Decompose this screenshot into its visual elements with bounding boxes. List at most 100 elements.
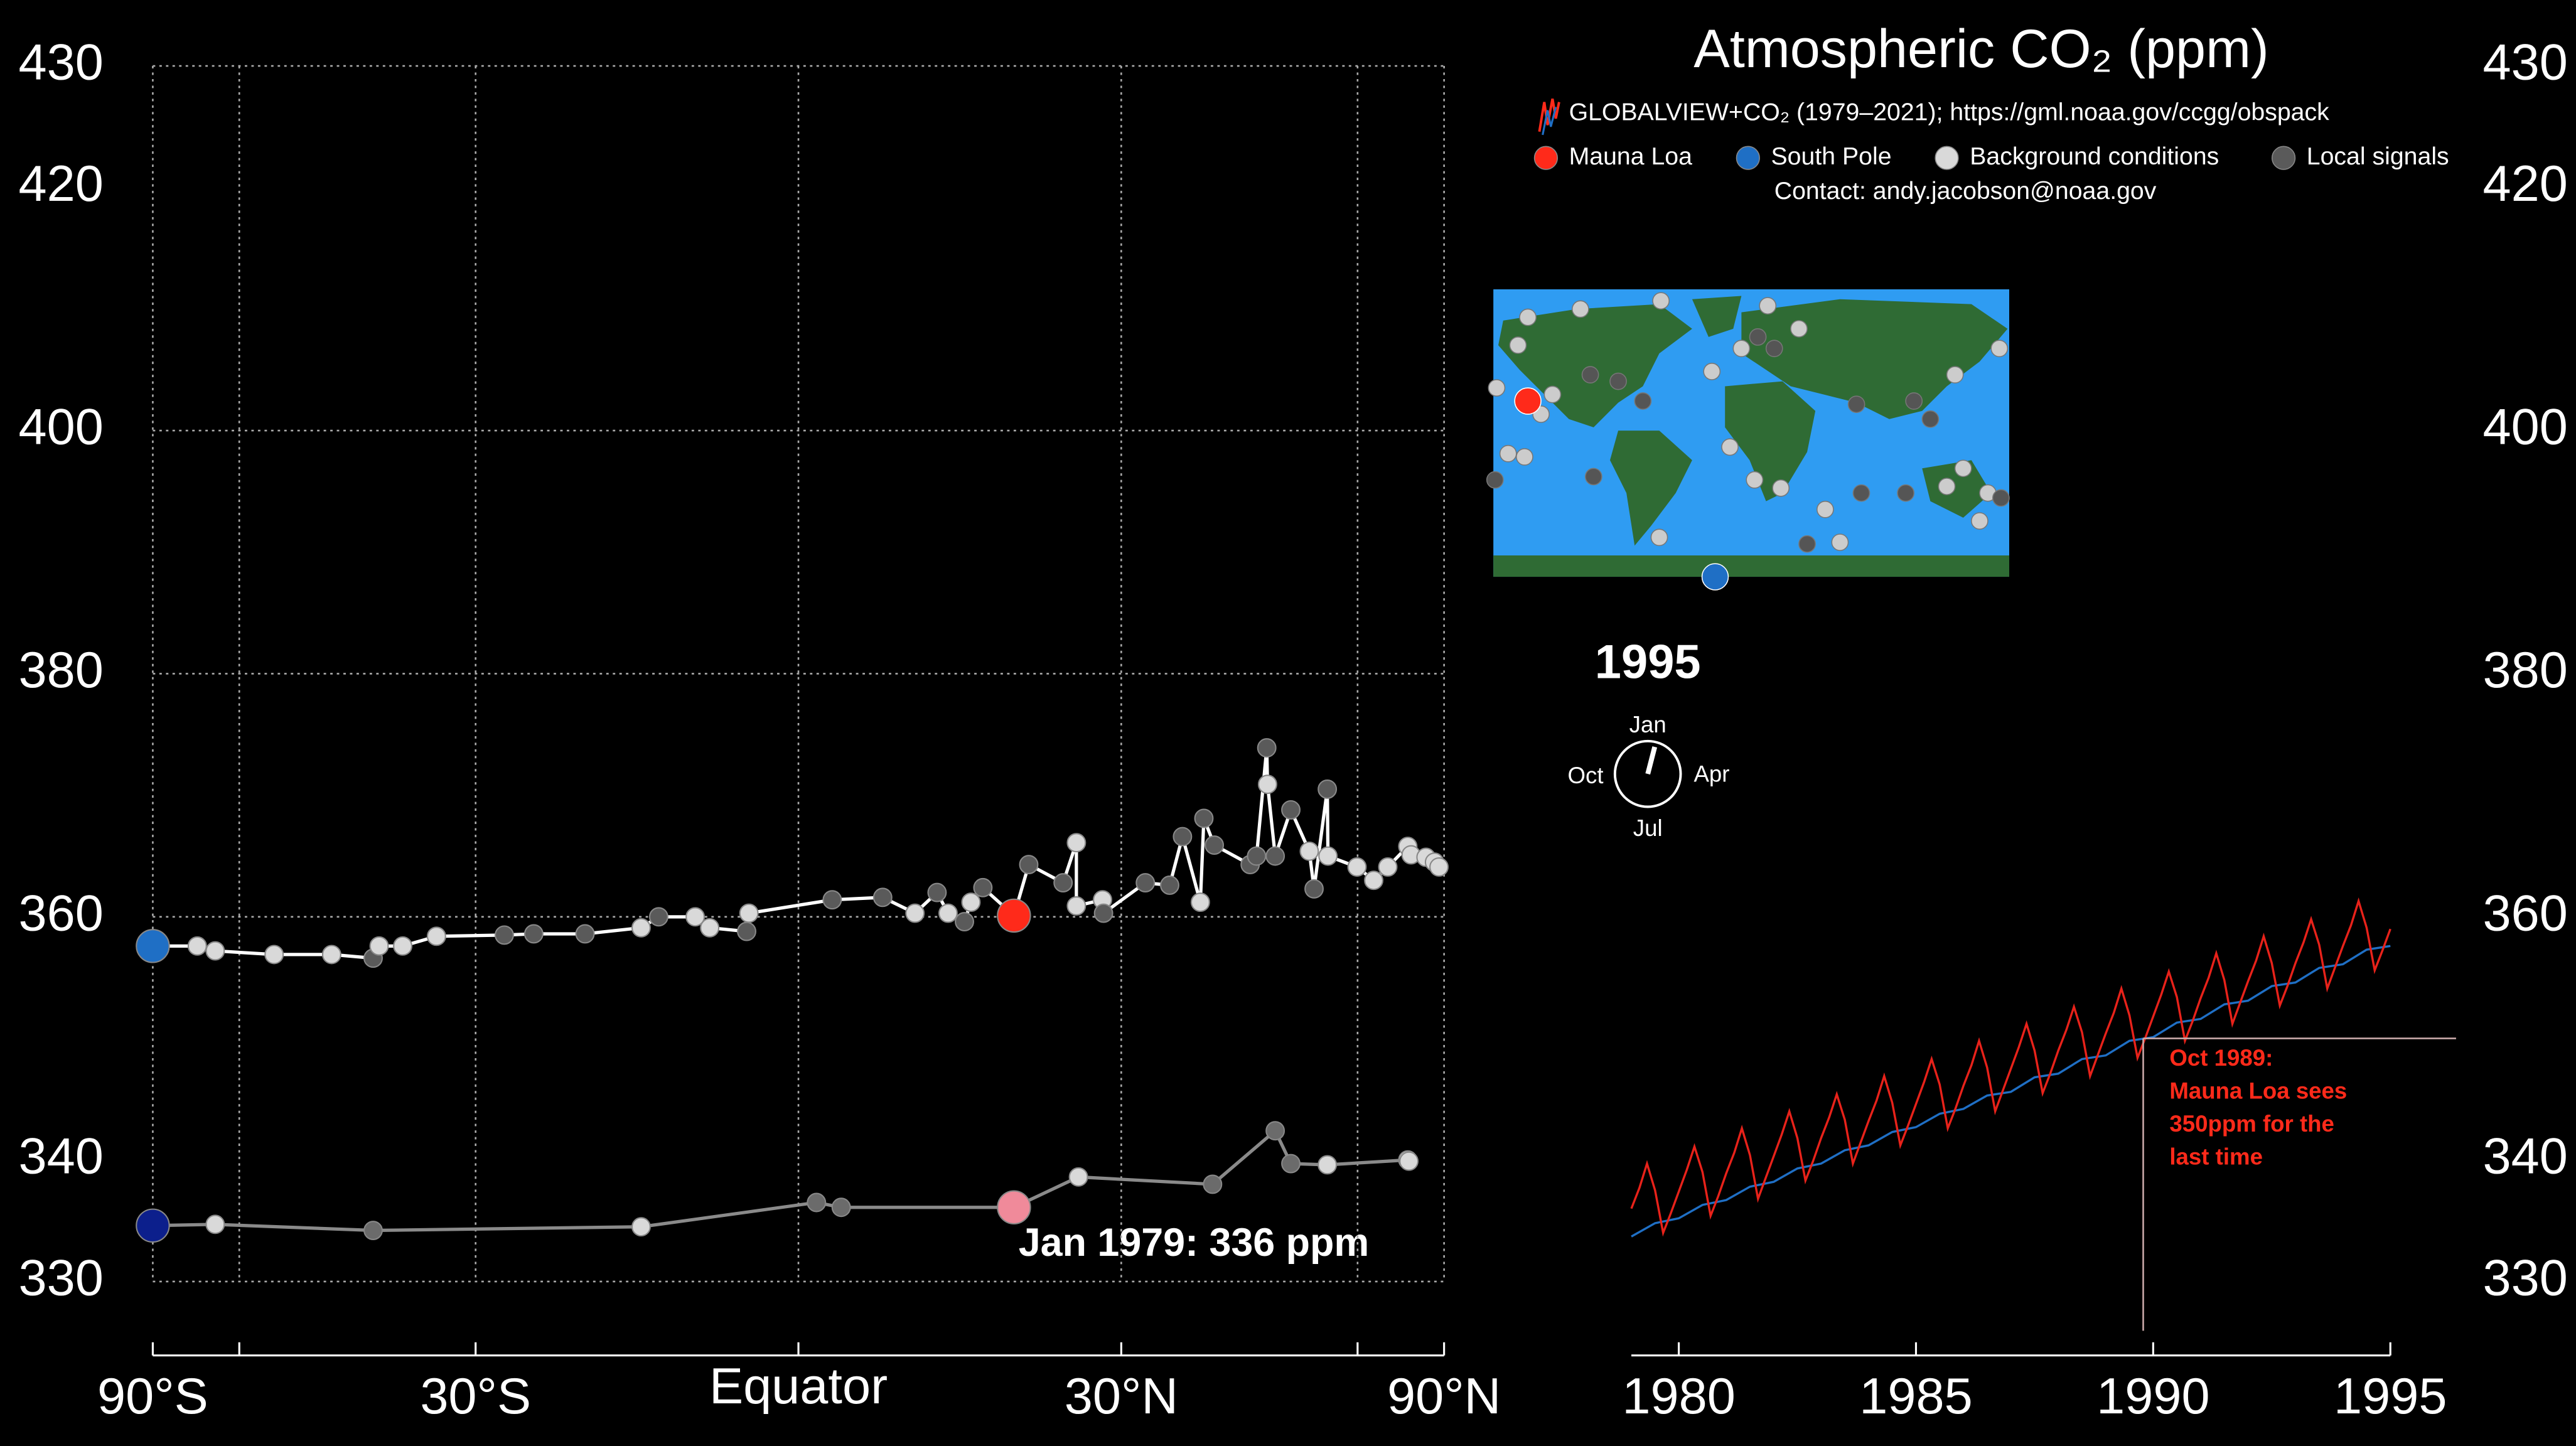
station-point xyxy=(1318,846,1338,866)
source-icon xyxy=(1542,107,1557,136)
series-line xyxy=(1631,945,2391,1238)
station-point xyxy=(1190,892,1210,913)
map-stations xyxy=(1486,292,2010,591)
station-point xyxy=(685,907,706,927)
station-point xyxy=(1265,1121,1285,1141)
station-point xyxy=(1203,1174,1223,1194)
station-point xyxy=(737,921,756,941)
station-point xyxy=(1257,738,1277,758)
y-tick-label: 400 xyxy=(19,399,104,456)
station-point xyxy=(700,918,720,938)
y-tick-label: 420 xyxy=(2483,156,2568,212)
station-point xyxy=(205,941,225,961)
station-point xyxy=(955,912,974,932)
station-point xyxy=(1205,835,1225,855)
station-point xyxy=(1364,870,1383,891)
station-point xyxy=(961,892,981,913)
station-point xyxy=(1281,800,1301,820)
station-point xyxy=(631,918,651,938)
x-tick-label: 90°S xyxy=(97,1368,208,1425)
station-point xyxy=(1257,774,1277,795)
station-point xyxy=(136,1208,170,1243)
station-point xyxy=(1066,833,1087,853)
station-point xyxy=(927,882,947,902)
x-tick-label: 90°N xyxy=(1387,1368,1501,1425)
x-tick-label: 30°N xyxy=(1065,1368,1178,1425)
legend-marker xyxy=(1935,146,1959,170)
station-point xyxy=(1093,903,1114,923)
legend-label: Mauna Loa xyxy=(1569,142,1693,170)
series-line xyxy=(153,747,1441,960)
station-point xyxy=(1247,846,1267,866)
station-point xyxy=(938,903,958,923)
station-point xyxy=(363,1221,383,1240)
y-tick-label: 430 xyxy=(19,34,104,90)
x-tick-label: 1985 xyxy=(1859,1368,1972,1425)
legend-label: Local signals xyxy=(2307,142,2449,170)
series-line xyxy=(1630,897,2391,1237)
y-tick-label: 360 xyxy=(2483,885,2568,941)
station-point xyxy=(1347,857,1367,877)
clock-label: Jul xyxy=(1633,815,1663,841)
x-tick-label: 1980 xyxy=(1622,1368,1735,1425)
station-point xyxy=(739,903,759,923)
legend-marker xyxy=(1533,146,1559,170)
clock-label: Jan xyxy=(1629,712,1666,737)
title: Atmospheric CO₂ (ppm) xyxy=(1693,19,2269,79)
annotation: Oct 1989: xyxy=(2169,1045,2273,1071)
y-tick-label: 330 xyxy=(2483,1250,2568,1306)
station-point xyxy=(1318,1155,1338,1175)
station-point xyxy=(523,924,544,944)
station-point xyxy=(205,1214,225,1234)
clock-hand xyxy=(1645,746,1658,775)
station-point xyxy=(264,945,284,965)
station-point xyxy=(495,925,514,945)
legend-label: South Pole xyxy=(1771,142,1892,170)
station-point xyxy=(321,945,341,965)
station-point xyxy=(1194,808,1214,828)
station-point xyxy=(1068,1167,1088,1187)
clock-label: Apr xyxy=(1693,761,1729,786)
x-tick-label: 1995 xyxy=(2334,1368,2447,1425)
station-point xyxy=(1399,1151,1419,1171)
y-tick-label: 340 xyxy=(19,1128,104,1185)
x-tick-label: Equator xyxy=(709,1358,888,1415)
annotation: Mauna Loa sees xyxy=(2169,1078,2347,1104)
y-tick-label: 430 xyxy=(2483,34,2568,90)
source-icon xyxy=(1538,99,1560,132)
x-tick-label: 1990 xyxy=(2096,1368,2209,1425)
station-point xyxy=(1173,827,1193,847)
station-point xyxy=(822,890,842,910)
annotation: 350ppm for the xyxy=(2169,1111,2334,1137)
station-point xyxy=(187,936,207,956)
station-point xyxy=(648,907,668,927)
year: 1995 xyxy=(1595,635,1701,688)
y-tick-label: 380 xyxy=(19,642,104,699)
annotation: Jan 1979: 336 ppm xyxy=(1019,1221,1370,1265)
y-tick-label: 420 xyxy=(19,156,104,212)
y-tick-label: 360 xyxy=(19,885,104,941)
x-tick-label: 30°S xyxy=(420,1368,531,1425)
clock-label: Oct xyxy=(1568,763,1604,788)
station-point xyxy=(575,924,595,944)
y-tick-label: 400 xyxy=(2483,399,2568,456)
y-tick-label: 380 xyxy=(2483,642,2568,699)
station-point xyxy=(1304,879,1324,899)
layout xyxy=(1486,99,2010,808)
station-point xyxy=(872,887,893,908)
station-point xyxy=(807,1192,827,1213)
station-point xyxy=(997,898,1031,933)
y-tick-label: 330 xyxy=(19,1250,104,1306)
station-point xyxy=(369,936,389,956)
station-point xyxy=(1318,779,1338,799)
station-point xyxy=(831,1197,851,1218)
station-point xyxy=(1265,846,1285,866)
station-point xyxy=(1299,841,1319,861)
station-point xyxy=(973,877,993,897)
station-point xyxy=(393,936,413,956)
station-point xyxy=(631,1217,651,1237)
station-point xyxy=(1066,896,1087,916)
station-point xyxy=(1019,855,1039,875)
